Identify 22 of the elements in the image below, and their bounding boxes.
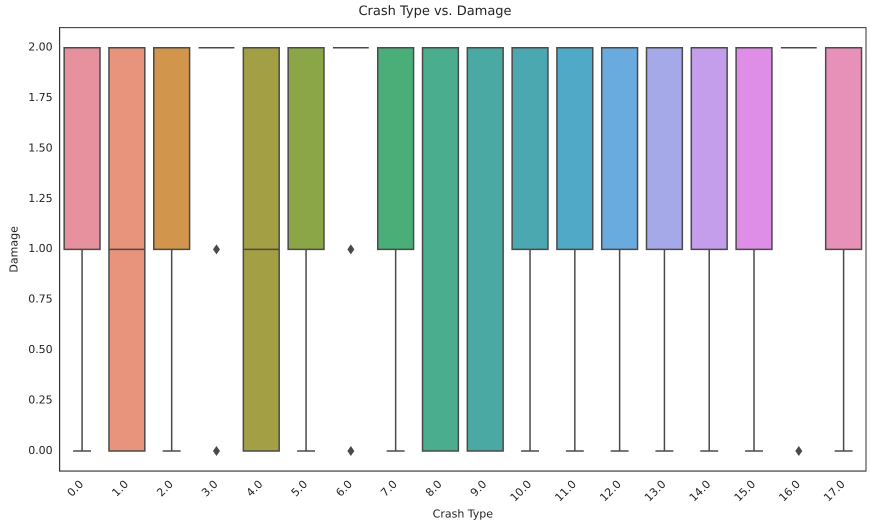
y-tick-label: 1.00 — [28, 242, 53, 256]
chart-title: Crash Type vs. Damage — [358, 4, 512, 20]
y-tick-label: 0.75 — [28, 292, 53, 306]
x-tick-label: 9.0 — [468, 478, 490, 500]
x-tick-label: 0.0 — [64, 478, 86, 500]
y-tick-label: 1.75 — [28, 91, 53, 104]
x-tick-label: 2.0 — [154, 478, 176, 500]
x-tick-label: 5.0 — [288, 478, 310, 500]
y-tick-label: 0.25 — [28, 393, 53, 406]
x-tick-label: 8.0 — [423, 478, 445, 500]
y-tick-label: 0.00 — [28, 444, 53, 457]
y-axis-title: Damage — [7, 226, 20, 273]
x-tick-label: 3.0 — [199, 478, 221, 500]
y-tick-label: 0.50 — [28, 343, 53, 356]
y-tick-label: 2.00 — [28, 40, 53, 54]
x-tick-label: 4.0 — [244, 478, 266, 500]
x-axis-title: Crash Type — [432, 507, 494, 520]
y-tick-label: 1.25 — [28, 192, 53, 205]
x-tick-label: 1.0 — [109, 478, 132, 500]
x-tick-label: 6.0 — [333, 478, 355, 500]
y-tick-label: 1.50 — [28, 141, 53, 154]
x-tick-label: 7.0 — [378, 478, 400, 500]
